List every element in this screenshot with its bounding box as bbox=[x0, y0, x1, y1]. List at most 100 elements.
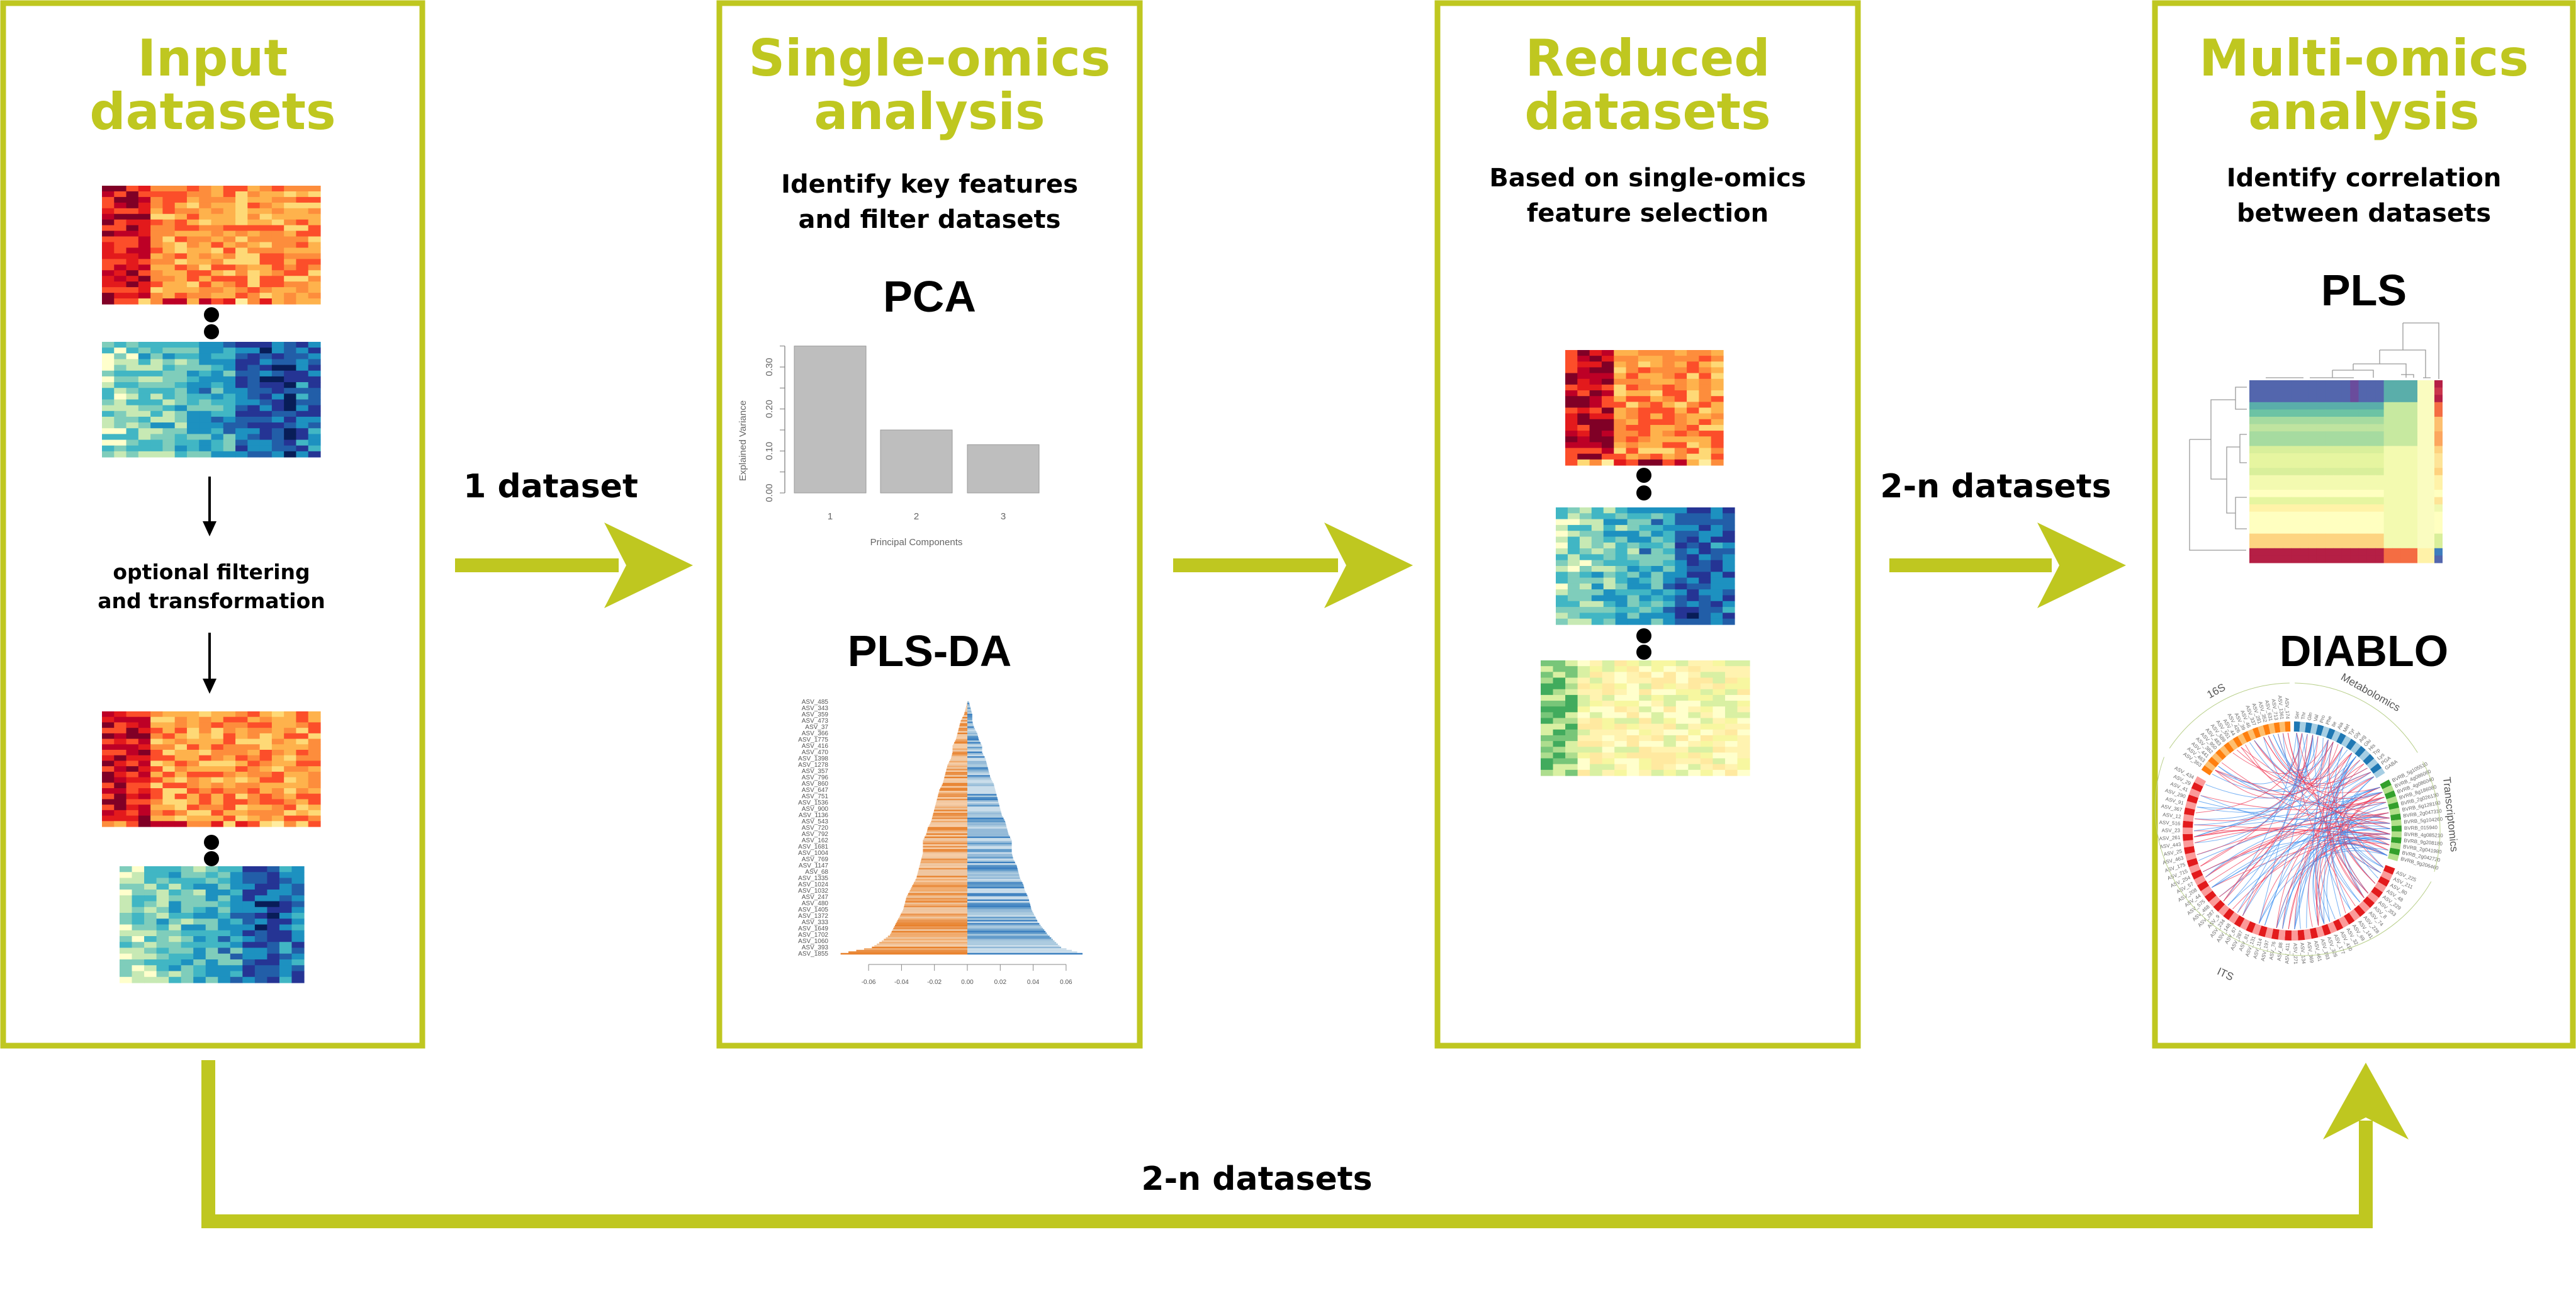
heatmap-cell bbox=[259, 225, 273, 232]
heatmap-cell bbox=[174, 755, 188, 762]
heatmap-cell bbox=[254, 890, 267, 896]
pls-heatmap-cell bbox=[2392, 424, 2401, 432]
heatmap-cell bbox=[271, 405, 284, 412]
heatmap-cell bbox=[1711, 548, 1723, 555]
heatmap-cell bbox=[102, 416, 115, 423]
heatmap-cell bbox=[181, 883, 194, 890]
heatmap-cell bbox=[296, 733, 309, 740]
heatmap-cell bbox=[1601, 402, 1614, 409]
heatmap-cell bbox=[1651, 718, 1664, 725]
heatmap-cell bbox=[1590, 677, 1603, 684]
pls-heatmap-cell bbox=[2409, 497, 2418, 505]
plsda-feature-label: ASV_1147 bbox=[799, 862, 829, 869]
heatmap-cell bbox=[242, 907, 256, 913]
heatmap-cell bbox=[156, 866, 169, 873]
heatmap-cell bbox=[1579, 607, 1592, 613]
heatmap-cell bbox=[247, 711, 261, 718]
heatmap-cell bbox=[1650, 436, 1663, 443]
heatmap-cell bbox=[1614, 367, 1627, 374]
heatmap-cell bbox=[1639, 672, 1652, 679]
heatmap-cell bbox=[284, 225, 297, 232]
heatmap-cell bbox=[284, 191, 297, 198]
heatmap-cell bbox=[186, 738, 200, 745]
heatmap-cell bbox=[169, 959, 182, 966]
pls-heatmap-cell bbox=[2400, 482, 2410, 490]
heatmap-cell bbox=[1723, 524, 1735, 531]
pls-heatmap-cell bbox=[2434, 424, 2443, 432]
pls-heatmap-cell bbox=[2400, 431, 2410, 439]
heatmap-cell bbox=[1626, 752, 1640, 759]
heatmap-cell bbox=[271, 191, 284, 198]
heatmap-cell bbox=[1614, 764, 1628, 771]
heatmap-cell bbox=[1650, 431, 1663, 437]
heatmap-cell bbox=[162, 281, 176, 288]
heatmap-cell bbox=[138, 365, 151, 371]
heatmap-cell bbox=[1577, 764, 1590, 771]
plsda-feature-label: ASV_1702 bbox=[798, 932, 828, 939]
heatmap-cell bbox=[247, 219, 261, 226]
pls-heatmap-cell bbox=[2275, 511, 2283, 519]
heatmap-cell bbox=[1699, 618, 1711, 625]
heatmap-cell bbox=[1723, 577, 1735, 584]
pls-heatmap-cell bbox=[2325, 438, 2334, 446]
pls-heatmap-cell bbox=[2333, 533, 2343, 541]
heatmap-cell bbox=[279, 965, 293, 972]
heatmap-cell bbox=[138, 293, 151, 299]
heatmap-cell bbox=[296, 186, 309, 192]
pls-heatmap-cell bbox=[2258, 526, 2267, 534]
heatmap-cell bbox=[1614, 758, 1628, 765]
heatmap-cell bbox=[211, 202, 224, 209]
pls-heatmap-cell bbox=[2375, 431, 2385, 439]
heatmap-cell bbox=[174, 771, 188, 778]
pls-heatmap-cell bbox=[2333, 409, 2343, 417]
heatmap-cell bbox=[150, 370, 163, 377]
heatmap-cell bbox=[114, 722, 127, 728]
heatmap-cell bbox=[150, 810, 163, 817]
pls-heatmap-cell bbox=[2333, 490, 2343, 498]
pls-heatmap-cell bbox=[2375, 453, 2385, 461]
heatmap-cell bbox=[120, 953, 133, 960]
pls-heatmap-cell bbox=[2400, 424, 2410, 432]
heatmap-cell bbox=[186, 298, 200, 305]
heatmap-cell bbox=[1589, 413, 1602, 420]
pls-heatmap-cell bbox=[2316, 468, 2326, 476]
heatmap-cell bbox=[1556, 589, 1568, 596]
plsda-feature-label: ASV_416 bbox=[802, 743, 829, 750]
heatmap-cell bbox=[284, 755, 297, 762]
heatmap-cell bbox=[162, 219, 176, 226]
heatmap-cell bbox=[114, 815, 127, 822]
heatmap-cell bbox=[247, 202, 261, 209]
heatmap-cell bbox=[186, 348, 200, 354]
heatmap-cell bbox=[126, 821, 139, 827]
heatmap-cell bbox=[169, 971, 182, 978]
heatmap-cell bbox=[1556, 531, 1568, 538]
pls-heatmap-cell bbox=[2291, 548, 2300, 556]
heatmap-cell bbox=[247, 422, 261, 429]
circos-segment bbox=[2285, 930, 2292, 941]
circos-correlation-link bbox=[2329, 759, 2361, 913]
heatmap-cell bbox=[1699, 507, 1711, 514]
heatmap-cell bbox=[181, 936, 194, 942]
heatmap-cell bbox=[1662, 459, 1675, 466]
heatmap-cell bbox=[267, 866, 280, 873]
heatmap-cell bbox=[235, 805, 248, 811]
heatmap-cell bbox=[126, 186, 139, 192]
heatmap-cell bbox=[126, 750, 139, 756]
pls-heatmap-cell bbox=[2300, 519, 2309, 527]
circos-correlation-link bbox=[2323, 752, 2365, 898]
heatmap-cell bbox=[235, 213, 248, 220]
heatmap-cell bbox=[247, 382, 261, 388]
heatmap-cell bbox=[308, 815, 321, 822]
heatmap-cell bbox=[1589, 453, 1602, 460]
circos-segment bbox=[2208, 757, 2219, 767]
pls-heatmap-cell bbox=[2325, 511, 2334, 519]
heatmap-cell bbox=[223, 428, 236, 434]
heatmap-cell bbox=[162, 439, 176, 446]
heatmap-cell bbox=[1639, 718, 1652, 725]
heatmap-cell bbox=[1565, 729, 1578, 736]
pls-heatmap-cell bbox=[2400, 417, 2410, 425]
heatmap-cell bbox=[1687, 524, 1699, 531]
heatmap-cell bbox=[199, 298, 212, 305]
heatmap-cell bbox=[223, 810, 236, 817]
heatmap-cell bbox=[186, 382, 200, 388]
